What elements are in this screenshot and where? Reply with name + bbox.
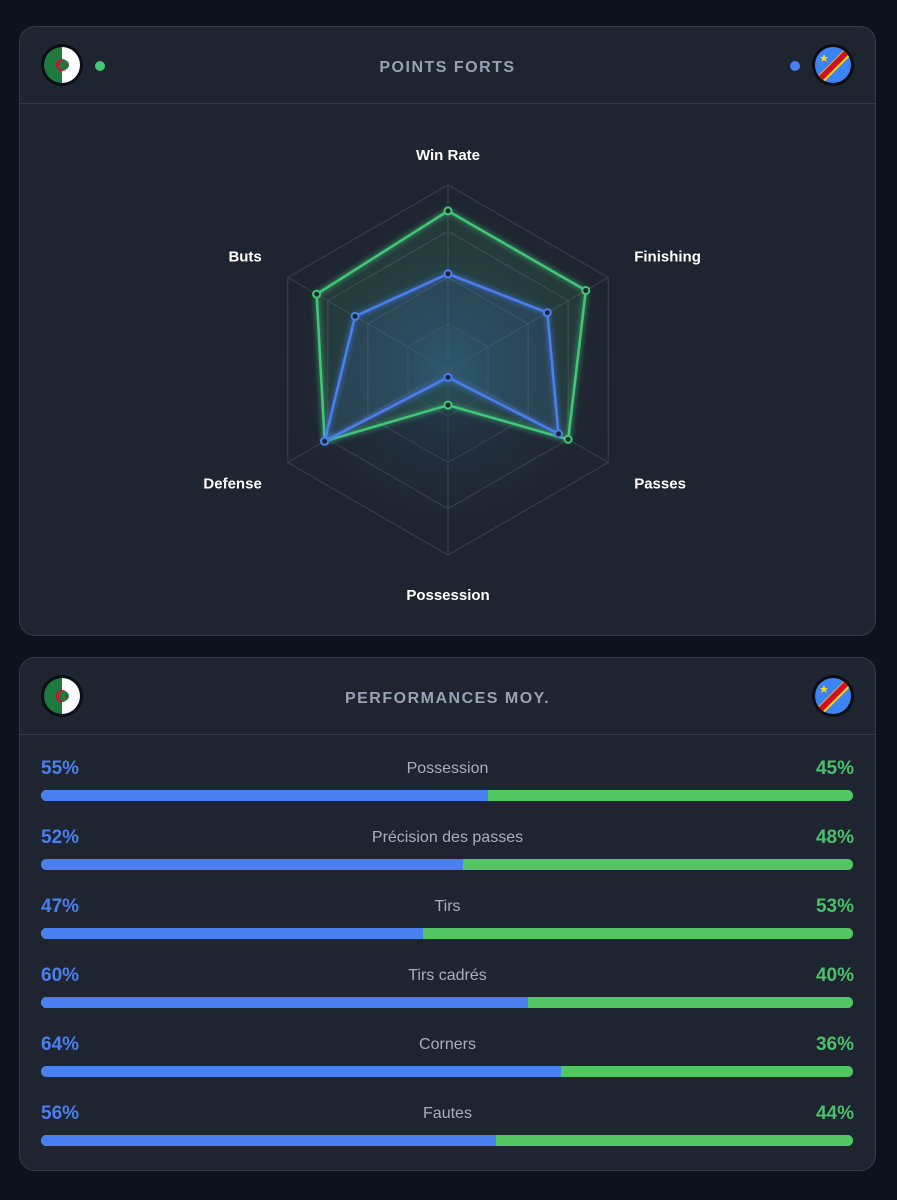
stat-bar-right-fill xyxy=(463,859,853,870)
stat-label: Corners xyxy=(419,1036,476,1053)
dr-congo-data-point xyxy=(320,436,330,446)
dr-congo-flag-icon xyxy=(812,675,854,717)
dr-congo-data-point xyxy=(542,308,552,318)
stat-left-value: 64% xyxy=(41,1034,80,1055)
stat-label: Fautes xyxy=(423,1105,472,1122)
radar-axis-label: Passes xyxy=(634,476,686,493)
algeria-data-point xyxy=(312,289,322,299)
algeria-legend-dot xyxy=(95,61,105,71)
stat-bar-right-fill xyxy=(495,1135,853,1146)
stat-bar-right-fill xyxy=(487,790,853,801)
algeria-flag-icon xyxy=(41,44,83,86)
dr-congo-flag-icon xyxy=(812,44,854,86)
stat-bar-left-fill xyxy=(41,1135,496,1146)
performance-card: PERFORMANCES MOY. 55% Possession 45% 52%… xyxy=(19,657,876,1171)
radar-axis-label: Finishing xyxy=(634,249,701,266)
stat-bar-right-fill xyxy=(528,997,853,1008)
stat-bar-right-fill xyxy=(560,1066,853,1077)
radar-axis-label: Buts xyxy=(228,249,261,266)
stat-left-value: 56% xyxy=(41,1103,80,1124)
dr-congo-data-point xyxy=(443,372,453,382)
radar-axis-label: Win Rate xyxy=(416,147,480,164)
radar-chart-area: Win Rate Finishing Passes Possession Defense… xyxy=(20,105,875,635)
stat-left-value: 55% xyxy=(41,758,80,779)
stat-row: 56% Fautes 44% xyxy=(41,1101,854,1147)
stat-row: 64% Corners 36% xyxy=(41,1032,854,1078)
stat-bar-left-fill xyxy=(41,1066,561,1077)
stat-label: Tirs xyxy=(434,898,461,915)
stat-label: Possession xyxy=(406,760,489,777)
performance-title: PERFORMANCES MOY. xyxy=(344,690,551,707)
dr-congo-data-point xyxy=(350,311,360,321)
algeria-data-point xyxy=(443,400,453,410)
algeria-data-point xyxy=(581,285,591,295)
stat-right-value: 40% xyxy=(815,965,854,986)
stat-right-value: 44% xyxy=(815,1103,854,1124)
dr-congo-data-point xyxy=(554,429,564,439)
stat-bar xyxy=(41,928,853,939)
stat-left-value: 52% xyxy=(41,827,80,848)
stat-right-value: 48% xyxy=(815,827,854,848)
performance-header: PERFORMANCES MOY. xyxy=(20,658,875,735)
algeria-data-point xyxy=(443,206,453,216)
stat-bar xyxy=(41,790,853,801)
stat-row: 60% Tirs cadrés 40% xyxy=(41,963,854,1009)
stat-row: 52% Précision des passes 48% xyxy=(41,825,854,871)
stat-right-value: 36% xyxy=(815,1034,854,1055)
stat-bar-left-fill xyxy=(41,928,423,939)
algeria-flag-icon xyxy=(41,675,83,717)
strengths-card: POINTS FORTS xyxy=(19,26,876,636)
stat-label: Tirs cadrés xyxy=(408,967,487,984)
stat-bar xyxy=(41,859,853,870)
strengths-header: POINTS FORTS xyxy=(20,27,875,104)
stat-bar-left-fill xyxy=(41,790,488,801)
strengths-title: POINTS FORTS xyxy=(379,59,516,76)
radar-axis-label: Defense xyxy=(203,476,261,493)
stat-right-value: 53% xyxy=(815,896,854,917)
stat-bar xyxy=(41,1066,853,1077)
stat-left-value: 47% xyxy=(41,896,80,917)
stat-bar-right-fill xyxy=(422,928,853,939)
radar-chart: Win Rate Finishing Passes Possession Defense… xyxy=(203,147,701,604)
stat-bar xyxy=(41,1135,853,1146)
radar-axis-label: Possession xyxy=(406,587,489,604)
stat-bar-left-fill xyxy=(41,997,529,1008)
stat-row: 55% Possession 45% xyxy=(41,756,854,802)
stat-label: Précision des passes xyxy=(371,829,524,846)
algeria-data-point xyxy=(563,434,573,444)
stat-bar xyxy=(41,997,853,1008)
stat-row: 47% Tirs 53% xyxy=(41,894,854,940)
stat-left-value: 60% xyxy=(41,965,80,986)
dr-congo-data-point xyxy=(443,269,453,279)
stat-right-value: 45% xyxy=(815,758,854,779)
dr-congo-legend-dot xyxy=(790,61,800,71)
stat-bar-left-fill xyxy=(41,859,464,870)
